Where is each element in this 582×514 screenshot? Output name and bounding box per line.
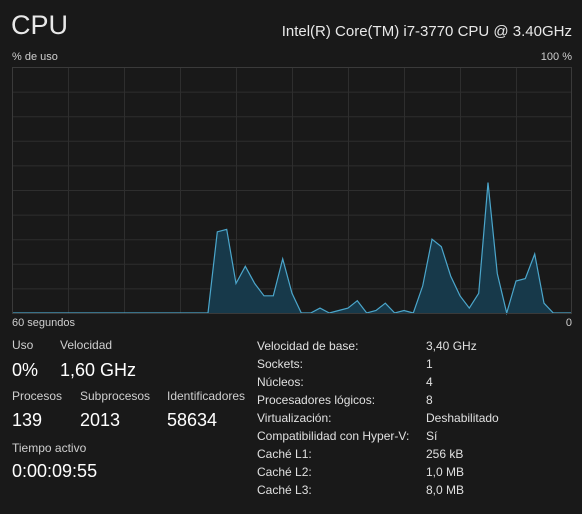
- detail-value: 4: [426, 375, 433, 389]
- detail-key: Virtualización:: [257, 411, 331, 425]
- detail-value: 3,40 GHz: [426, 339, 477, 353]
- y-label: % de uso: [12, 51, 58, 63]
- detail-key: Caché L2:: [257, 465, 312, 479]
- processor-name: Intel(R) Core(TM) i7-3770 CPU @ 3.40GHz: [282, 23, 572, 40]
- detail-key: Compatibilidad con Hyper-V:: [257, 429, 409, 443]
- stat-label: Subprocesos: [80, 389, 150, 403]
- info: Uso 0% Velocidad 1,60 GHz Procesos 139 Subproc…: [12, 338, 499, 497]
- graph-frame: [12, 67, 572, 314]
- stat-value: 58634: [167, 410, 217, 430]
- cpu-area: [12, 182, 572, 313]
- stat-label: Velocidad: [60, 338, 112, 352]
- stat-label: Procesos: [12, 389, 62, 403]
- stat-label: Tiempo activo: [12, 441, 87, 455]
- stat-value: 0%: [12, 360, 38, 380]
- detail-key: Núcleos:: [257, 375, 304, 389]
- stat-label: Uso: [12, 338, 34, 352]
- detail-key: Procesadores lógicos:: [257, 393, 375, 407]
- detail-key: Caché L1:: [257, 447, 312, 461]
- title: CPU: [11, 10, 68, 40]
- y-max-label: 100 %: [541, 51, 572, 63]
- detail-value: 256 kB: [426, 447, 463, 461]
- detail-value: Sí: [426, 429, 438, 443]
- x-label-left: 60 segundos: [12, 317, 75, 329]
- grid: [12, 67, 572, 313]
- stat-value: 1,60 GHz: [60, 360, 136, 380]
- detail-key: Velocidad de base:: [257, 339, 358, 353]
- stat-label: Identificadores: [167, 389, 245, 403]
- detail-value: 8: [426, 393, 433, 407]
- stat-value: 139: [12, 410, 42, 430]
- detail-value: 1,0 MB: [426, 465, 464, 479]
- x-label-right: 0: [566, 317, 572, 329]
- detail-value: Deshabilitado: [426, 411, 499, 425]
- detail-value: 8,0 MB: [426, 483, 464, 497]
- stat-value: 2013: [80, 410, 120, 430]
- detail-key: Sockets:: [257, 357, 303, 371]
- stat-value: 0:00:09:55: [12, 461, 97, 481]
- detail-key: Caché L3:: [257, 483, 312, 497]
- detail-value: 1: [426, 357, 433, 371]
